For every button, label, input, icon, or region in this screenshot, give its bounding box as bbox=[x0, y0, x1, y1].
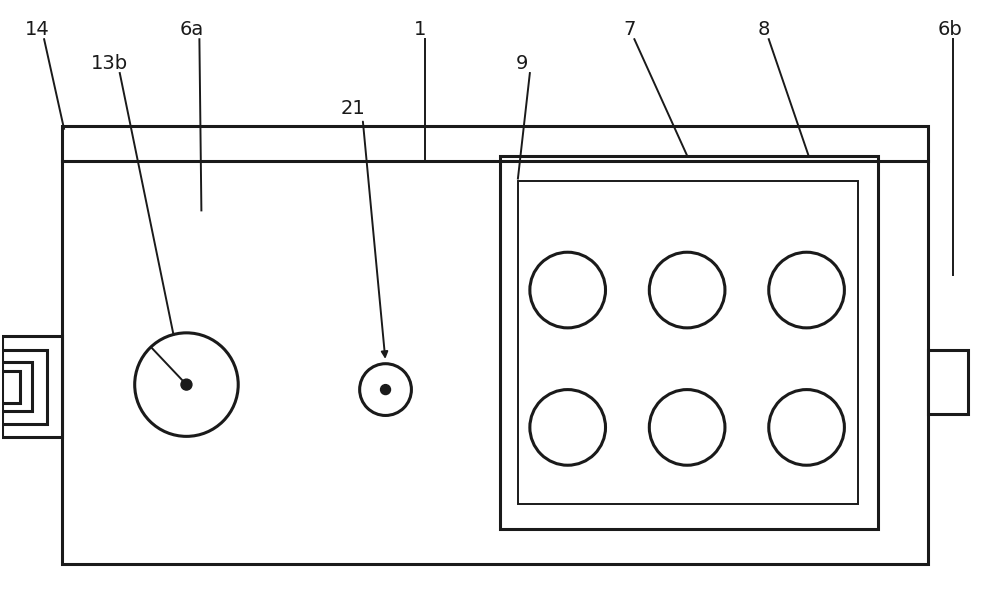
Circle shape bbox=[530, 252, 606, 328]
Bar bbox=[518, 181, 858, 504]
Circle shape bbox=[135, 333, 238, 436]
Text: 9: 9 bbox=[516, 53, 528, 73]
Text: 6a: 6a bbox=[179, 20, 204, 39]
Text: 1: 1 bbox=[414, 20, 427, 39]
Text: 7: 7 bbox=[623, 20, 636, 39]
Text: 14: 14 bbox=[25, 20, 50, 39]
Bar bbox=[500, 155, 878, 529]
Circle shape bbox=[649, 389, 725, 465]
Text: 6b: 6b bbox=[938, 20, 962, 39]
Text: 8: 8 bbox=[758, 20, 770, 39]
Circle shape bbox=[769, 389, 844, 465]
Text: 21: 21 bbox=[340, 100, 365, 118]
Circle shape bbox=[769, 252, 844, 328]
Circle shape bbox=[381, 385, 391, 395]
Bar bbox=[2, 350, 47, 424]
Bar bbox=[2, 336, 62, 437]
Circle shape bbox=[649, 252, 725, 328]
Text: 13b: 13b bbox=[91, 53, 128, 73]
Circle shape bbox=[530, 389, 606, 465]
Bar bbox=[2, 362, 32, 412]
Bar bbox=[62, 126, 928, 564]
Bar bbox=[2, 371, 20, 403]
Bar bbox=[928, 350, 968, 415]
Circle shape bbox=[360, 364, 411, 415]
Circle shape bbox=[181, 379, 192, 390]
